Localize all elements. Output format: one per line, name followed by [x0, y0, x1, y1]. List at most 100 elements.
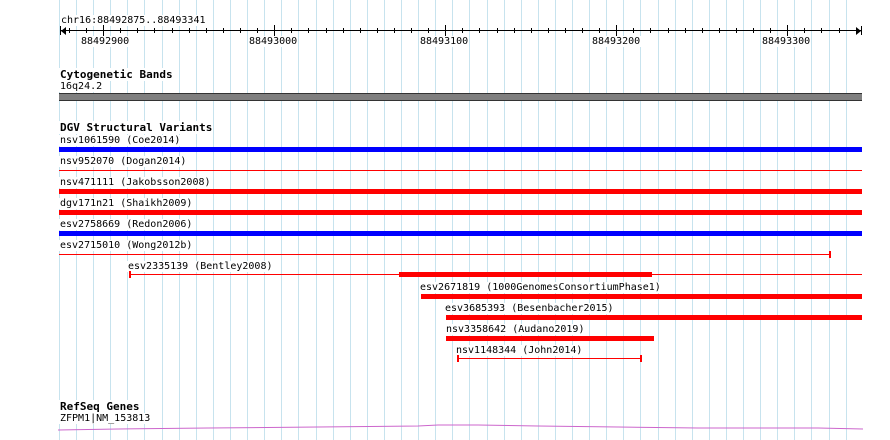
ruler-right-cap [861, 26, 862, 35]
grid-line [418, 0, 419, 440]
grid-line [247, 0, 248, 440]
grid-line [401, 0, 402, 440]
variant-label: nsv1148344 (John2014) [455, 345, 584, 356]
variant-label: esv3685393 (Besenbacher2015) [444, 303, 615, 314]
ruler-minor-tick [360, 28, 361, 33]
grid-line [452, 0, 453, 440]
grid-line [316, 0, 317, 440]
variant-bar[interactable] [59, 231, 862, 236]
ruler-minor-tick [856, 28, 857, 33]
variant-label: esv2758669 (Redon2006) [59, 219, 194, 230]
ruler-minor-tick [548, 28, 549, 33]
ruler-axis [60, 30, 862, 31]
ruler-minor-tick [565, 28, 566, 33]
grid-line [589, 0, 590, 440]
ruler-major-tick [103, 25, 104, 36]
variant-bar[interactable] [59, 189, 862, 194]
variant-bar[interactable] [446, 315, 862, 320]
ruler-minor-tick [804, 28, 805, 33]
variant-bar[interactable] [457, 358, 642, 359]
grid-line [555, 0, 556, 440]
grid-line [811, 0, 812, 440]
ruler-right-arrow-icon [856, 27, 861, 35]
ruler-minor-tick [582, 28, 583, 33]
refseq-track-title: RefSeq Genes [59, 400, 141, 413]
grid-line [367, 0, 368, 440]
ruler-minor-tick [240, 28, 241, 33]
variant-bar[interactable] [421, 294, 862, 299]
ruler-minor-tick [69, 28, 70, 33]
ruler-minor-tick [668, 28, 669, 33]
grid-line [658, 0, 659, 440]
ruler-major-tick [274, 25, 275, 36]
grid-line [726, 0, 727, 440]
ruler-minor-tick [770, 28, 771, 33]
grid-line [213, 0, 214, 440]
ruler-minor-tick [462, 28, 463, 33]
ruler-minor-tick [86, 28, 87, 33]
ruler-minor-tick [120, 28, 121, 33]
cytoband-feature[interactable] [59, 93, 862, 101]
refseq-gene-label: ZFPM1|NM_153813 [59, 413, 152, 424]
ruler-minor-tick [189, 28, 190, 33]
ruler-tick-label: 88493000 [248, 36, 299, 47]
grid-line [350, 0, 351, 440]
ruler-minor-tick [291, 28, 292, 33]
variant-bar[interactable] [59, 170, 862, 171]
ruler-tick-label: 88493100 [419, 36, 470, 47]
grid-line [264, 0, 265, 440]
ruler-minor-tick [377, 28, 378, 33]
variant-bar[interactable] [59, 254, 831, 255]
grid-line [572, 0, 573, 440]
ruler-minor-tick [137, 28, 138, 33]
variant-bar[interactable] [446, 336, 654, 341]
ruler-location-label: chr16:88492875..88493341 [60, 15, 207, 26]
ruler-minor-tick [257, 28, 258, 33]
grid-line [760, 0, 761, 440]
ruler-minor-tick [736, 28, 737, 33]
ruler-minor-tick [531, 28, 532, 33]
variant-end-marker [640, 355, 642, 362]
variant-label: nsv952070 (Dogan2014) [59, 156, 188, 167]
ruler-tick-label: 88493300 [761, 36, 812, 47]
ruler-minor-tick [821, 28, 822, 33]
variant-start-marker [457, 355, 459, 362]
grid-line [435, 0, 436, 440]
grid-line [230, 0, 231, 440]
variant-label: dgv171n21 (Shaikh2009) [59, 198, 194, 209]
ruler-minor-tick [206, 28, 207, 33]
ruler-minor-tick [394, 28, 395, 33]
grid-line [538, 0, 539, 440]
ruler-left-cap [60, 26, 61, 35]
grid-line [504, 0, 505, 440]
ruler-major-tick [445, 25, 446, 36]
variant-bar[interactable] [59, 147, 862, 152]
ruler-minor-tick [428, 28, 429, 33]
grid-line [777, 0, 778, 440]
variant-label: esv2715010 (Wong2012b) [59, 240, 194, 251]
ruler-minor-tick [411, 28, 412, 33]
variant-thick-segment[interactable] [399, 272, 652, 277]
variant-label: nsv1061590 (Coe2014) [59, 135, 182, 146]
cytoband-label: 16q24.2 [59, 81, 104, 92]
grid-line [675, 0, 676, 440]
variant-label: nsv3358642 (Audano2019) [445, 324, 586, 335]
ruler-minor-tick [343, 28, 344, 33]
variant-bar[interactable] [59, 210, 862, 215]
variant-label: nsv471111 (Jakobsson2008) [59, 177, 212, 188]
grid-line [829, 0, 830, 440]
variant-label: esv2335139 (Bentley2008) [127, 261, 274, 272]
grid-line [640, 0, 641, 440]
ruler-minor-tick [172, 28, 173, 33]
ruler-minor-tick [497, 28, 498, 33]
grid-line [487, 0, 488, 440]
ruler-minor-tick [839, 28, 840, 33]
ruler-minor-tick [719, 28, 720, 33]
grid-line [298, 0, 299, 440]
grid-line [196, 0, 197, 440]
variant-label: esv2671819 (1000GenomesConsortiumPhase1) [419, 282, 662, 293]
grid-line [709, 0, 710, 440]
refseq-gene-intron-line[interactable] [58, 420, 864, 436]
ruler-minor-tick [479, 28, 480, 33]
